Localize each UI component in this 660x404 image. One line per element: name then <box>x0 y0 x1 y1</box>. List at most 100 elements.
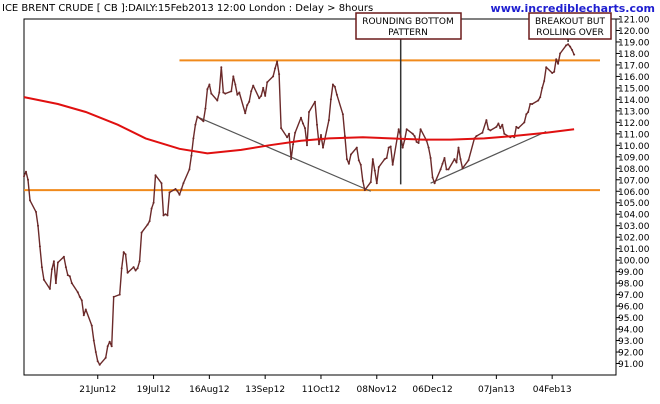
price-point <box>290 158 293 161</box>
price-point <box>385 157 388 159</box>
price-point <box>359 163 362 166</box>
price-point <box>429 157 432 159</box>
price-point <box>112 295 115 298</box>
price-point <box>503 132 506 135</box>
price-point <box>124 253 127 256</box>
price-point <box>413 135 416 138</box>
price-point <box>52 260 55 263</box>
price-point <box>357 159 360 162</box>
price-point <box>98 363 101 366</box>
x-tick-label: 06Dec12 <box>412 385 452 395</box>
price-point <box>329 98 332 101</box>
price-point <box>150 207 153 210</box>
rounding-bottom-annotation: ROUNDING BOTTOM PATTERN <box>355 12 462 40</box>
price-point <box>559 52 562 55</box>
rounding-bottom-box <box>355 12 462 40</box>
price-point <box>459 158 462 161</box>
y-tick-label: 109.00 <box>618 153 650 163</box>
price-point <box>64 266 67 269</box>
price-line <box>23 43 575 366</box>
price-point <box>439 168 442 171</box>
y-tick-label: 100.00 <box>618 257 650 267</box>
price-point <box>375 182 378 185</box>
x-tick-label: 07Jan13 <box>478 385 515 395</box>
breakout-line1: BREAKOUT BUT <box>535 17 605 27</box>
y-tick-label: 91.00 <box>618 360 644 370</box>
price-point <box>160 182 163 185</box>
price-point <box>302 122 304 125</box>
price-point <box>216 99 219 102</box>
price-point <box>280 127 283 130</box>
price-point <box>569 45 572 48</box>
breakout-box <box>528 12 612 40</box>
price-point <box>467 159 470 162</box>
price-point <box>236 93 239 96</box>
price-point <box>314 100 316 103</box>
y-tick-label: 92.00 <box>618 349 644 359</box>
moving-average-line <box>23 96 575 155</box>
x-tick-label: 16Aug12 <box>189 385 229 395</box>
price-point <box>54 282 57 285</box>
price-point <box>525 113 528 116</box>
price-point <box>417 142 420 144</box>
price-point <box>557 62 560 65</box>
price-point <box>246 104 249 107</box>
price-point <box>162 214 165 217</box>
price-point <box>126 271 129 274</box>
price-point <box>327 119 330 122</box>
y-tick-label: 104.00 <box>618 211 650 221</box>
price-point <box>152 201 155 204</box>
price-point <box>204 107 207 110</box>
price-point <box>188 168 191 171</box>
price-point <box>56 261 59 264</box>
price-point <box>118 293 121 296</box>
price-point <box>377 166 380 169</box>
price-point <box>288 132 291 135</box>
price-point <box>96 360 99 363</box>
y-tick-label: 96.00 <box>618 303 644 313</box>
price-point <box>555 58 558 61</box>
y-tick-label: 99.00 <box>618 268 644 278</box>
price-point <box>443 157 446 159</box>
price-point <box>415 140 418 143</box>
y-tick-label: 121.00 <box>618 16 650 26</box>
price-point <box>411 132 414 135</box>
price-point <box>35 210 37 213</box>
price-point <box>455 161 458 164</box>
price-point <box>146 223 149 226</box>
chart-title: ICE BRENT CRUDE [ CB ]:DAILY:15Feb2013 1… <box>2 3 373 14</box>
price-point <box>106 345 109 348</box>
price-point <box>202 120 205 123</box>
price-point <box>345 158 348 161</box>
price-point <box>80 299 83 302</box>
price-point <box>27 178 29 181</box>
price-point <box>441 162 444 165</box>
price-point <box>447 168 450 171</box>
y-tick-label: 118.00 <box>618 50 650 60</box>
price-point <box>248 100 251 103</box>
price-point <box>551 72 554 74</box>
price-point <box>523 121 526 124</box>
price-point <box>567 43 570 46</box>
price-point <box>457 146 460 149</box>
price-point <box>571 49 574 51</box>
price-point <box>453 158 456 161</box>
y-tick-label: 110.00 <box>618 142 650 152</box>
y-tick-label: 97.00 <box>618 291 644 301</box>
y-tick-label: 106.00 <box>618 188 650 198</box>
price-point <box>373 169 376 172</box>
price-point <box>23 175 25 178</box>
price-point <box>278 73 281 76</box>
rising_trendline <box>430 130 547 184</box>
price-point <box>419 128 422 131</box>
price-point <box>154 174 157 177</box>
price-point <box>164 213 167 216</box>
price-point <box>148 220 151 223</box>
price-point <box>29 199 31 202</box>
y-tick-label: 103.00 <box>618 222 650 232</box>
y-tick-label: 114.00 <box>618 96 650 106</box>
breakout-annotation: BREAKOUT BUT ROLLING OVER <box>528 12 612 40</box>
price-point <box>461 167 464 170</box>
